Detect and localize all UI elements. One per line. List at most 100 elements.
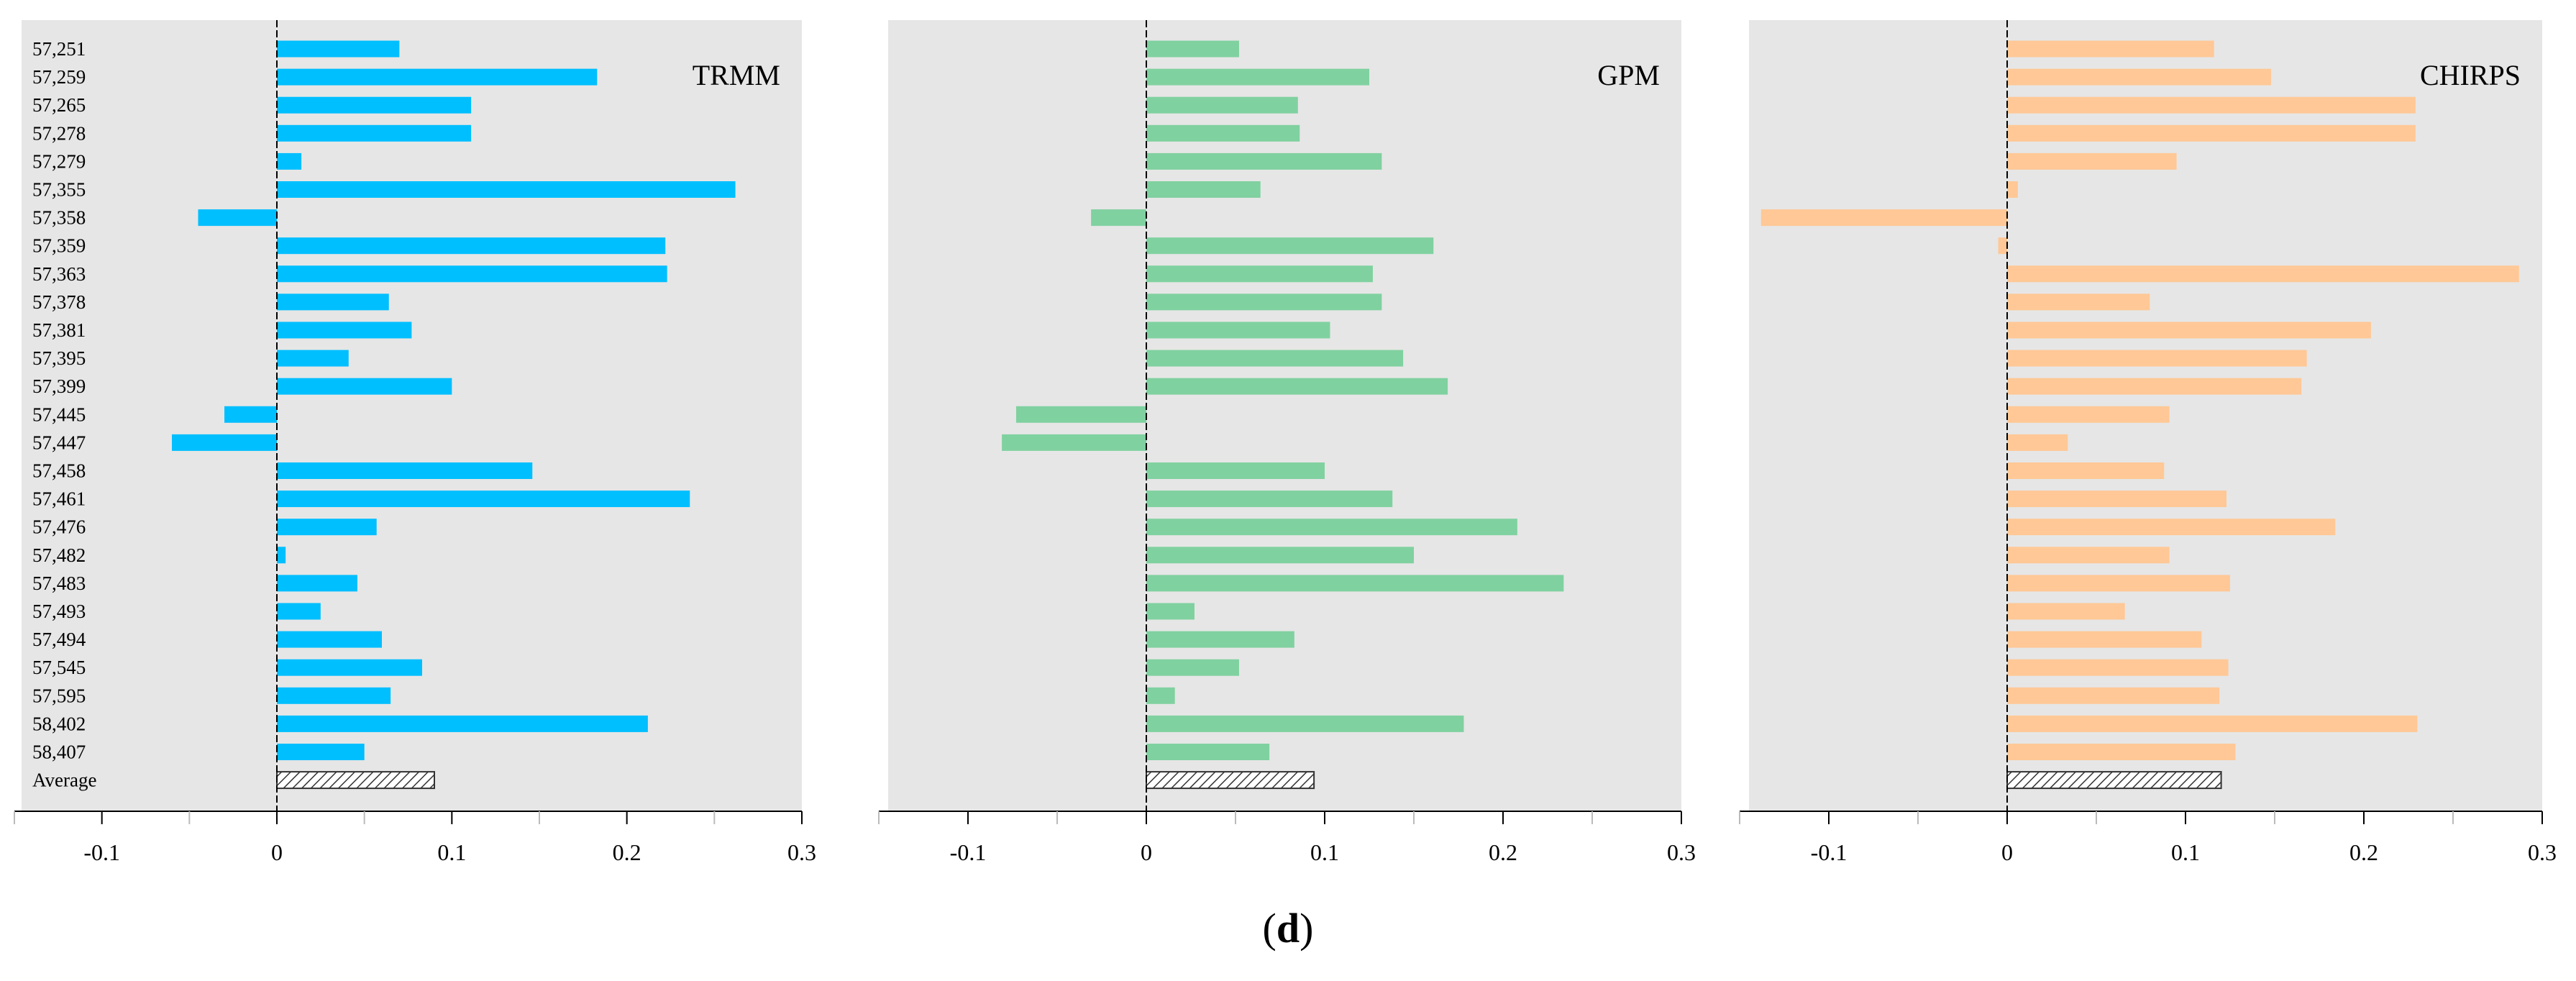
bar (1146, 659, 1239, 676)
bar (1146, 519, 1517, 536)
bar (198, 209, 277, 227)
bar (277, 687, 391, 704)
average-bar (1146, 771, 1315, 790)
category-label: 57,259 (32, 66, 86, 88)
bar (277, 631, 382, 648)
bar (277, 181, 736, 198)
average-bar (2006, 771, 2222, 790)
bar (2007, 321, 2371, 339)
average-bar (276, 771, 435, 790)
bar (2007, 434, 2068, 451)
bar (1146, 575, 1564, 592)
bar (1146, 152, 1382, 170)
category-label: 57,359 (32, 235, 86, 257)
bar (2007, 96, 2416, 114)
bar (277, 124, 472, 142)
bar (277, 350, 349, 367)
bar (2007, 659, 2229, 676)
panel-title: CHIRPS (2420, 59, 2521, 91)
panel-title: TRMM (693, 59, 780, 91)
category-label: 57,445 (32, 403, 86, 425)
category-label: 57,476 (32, 516, 86, 538)
category-label: 57,279 (32, 150, 86, 172)
bar (277, 547, 286, 564)
category-label: 57,399 (32, 375, 86, 397)
bar (2007, 462, 2165, 479)
bar (1146, 96, 1298, 114)
caption-letter: d (1276, 905, 1300, 952)
bar (2007, 715, 2418, 732)
category-label: 57,483 (32, 572, 86, 594)
bar (277, 659, 422, 676)
bar (277, 321, 412, 339)
bar (277, 575, 357, 592)
panel-1: -0.1 0 0.1 0.2 0.3 GPM (878, 20, 1696, 865)
category-label: 57,595 (32, 685, 86, 706)
bar (2007, 378, 2302, 395)
bar (1146, 631, 1294, 648)
category-label: 57,447 (32, 432, 86, 453)
category-label: Average (32, 770, 96, 791)
bar (2007, 124, 2416, 142)
bar (277, 462, 533, 479)
bar (1760, 209, 2007, 227)
bar (2007, 519, 2336, 536)
panel-2: -0.1 0 0.1 0.2 0.3 CHIRPS (1739, 20, 2557, 865)
category-label: 57,378 (32, 291, 86, 313)
category-label: 58,407 (32, 742, 86, 763)
category-label: 57,395 (32, 347, 86, 369)
bar (2007, 631, 2202, 648)
category-label: 57,265 (32, 94, 86, 116)
bar (277, 744, 365, 760)
x-tick-label: -0.1 (950, 839, 987, 865)
bar (277, 68, 598, 86)
plot-background (22, 20, 802, 811)
category-label: 57,494 (32, 629, 86, 650)
bar (1002, 434, 1146, 451)
bar (2007, 603, 2125, 620)
bar (1146, 68, 1369, 86)
bar (1146, 490, 1393, 508)
bar (1146, 293, 1382, 311)
category-label: 57,545 (32, 657, 86, 678)
bar (1998, 237, 2007, 255)
x-tick-label: 0.2 (2349, 839, 2378, 865)
x-tick-label: 0 (271, 839, 283, 865)
category-label: 57,363 (32, 263, 86, 285)
category-label: 57,355 (32, 179, 86, 201)
bar (277, 96, 472, 114)
bar (277, 519, 377, 536)
bar (1146, 237, 1434, 255)
x-tick-label: 0.3 (787, 839, 816, 865)
bar (1146, 687, 1175, 704)
caption-open-paren: ( (1263, 905, 1276, 952)
bar (2007, 575, 2230, 592)
bar (224, 406, 277, 423)
bar (277, 378, 452, 395)
x-tick-label: 0 (1141, 839, 1152, 865)
category-label: 57,358 (32, 207, 86, 229)
x-tick-label: -0.1 (1811, 839, 1847, 865)
x-tick-label: 0 (2001, 839, 2013, 865)
category-label: 57,461 (32, 488, 86, 510)
category-label: 57,493 (32, 601, 86, 622)
bar (1146, 547, 1414, 564)
x-tick-label: 0.1 (1310, 839, 1339, 865)
bar (277, 40, 400, 58)
category-label: 57,482 (32, 544, 86, 566)
bar (1146, 715, 1464, 732)
bar (277, 265, 667, 283)
x-tick-label: 0.3 (2528, 839, 2557, 865)
x-tick-label: 0.3 (1667, 839, 1696, 865)
bar (1146, 350, 1404, 367)
bar (2007, 350, 2307, 367)
bar (2007, 744, 2236, 760)
bar (2007, 265, 2519, 283)
figure-caption: (d) (1263, 905, 1314, 952)
bar (172, 434, 277, 451)
bar (1146, 378, 1448, 395)
x-tick-label: -0.1 (83, 839, 120, 865)
bar (1146, 321, 1330, 339)
bar (1146, 124, 1300, 142)
